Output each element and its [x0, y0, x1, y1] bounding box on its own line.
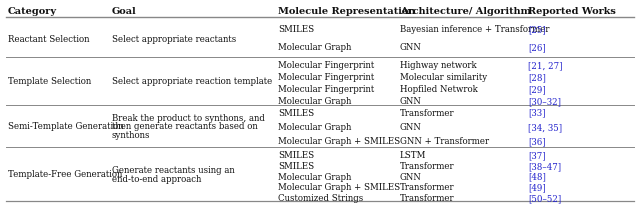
Text: GNN: GNN	[400, 122, 422, 131]
Text: Semi-Template Generation: Semi-Template Generation	[8, 122, 124, 131]
Text: [21, 27]: [21, 27]	[528, 61, 563, 70]
Text: Molecular Graph: Molecular Graph	[278, 43, 352, 52]
Text: SMILES: SMILES	[278, 150, 314, 159]
Text: SMILES: SMILES	[278, 25, 314, 34]
Text: GNN: GNN	[400, 96, 422, 105]
Text: [34, 35]: [34, 35]	[528, 122, 562, 131]
Text: Select appropriate reactants: Select appropriate reactants	[112, 35, 236, 44]
Text: [30–32]: [30–32]	[528, 96, 561, 105]
Text: Reported Works: Reported Works	[528, 7, 616, 16]
Text: then generate reactants based on: then generate reactants based on	[112, 122, 258, 131]
Text: Molecular similarity: Molecular similarity	[400, 73, 487, 82]
Text: Category: Category	[8, 7, 57, 16]
Text: Molecular Graph: Molecular Graph	[278, 122, 352, 131]
Text: Molecular Graph + SMILES: Molecular Graph + SMILES	[278, 183, 401, 191]
Text: Select appropriate reaction template: Select appropriate reaction template	[112, 77, 272, 86]
Text: [50–52]: [50–52]	[528, 193, 561, 202]
Text: Molecule Representation: Molecule Representation	[278, 7, 416, 16]
Text: [38–47]: [38–47]	[528, 161, 561, 170]
Text: [48]: [48]	[528, 172, 546, 181]
Text: Molecular Fingerprint: Molecular Fingerprint	[278, 84, 374, 93]
Text: [26]: [26]	[528, 43, 546, 52]
Text: Generate reactants using an: Generate reactants using an	[112, 165, 235, 174]
Text: [25]: [25]	[528, 25, 546, 34]
Text: [29]: [29]	[528, 84, 546, 93]
Text: [28]: [28]	[528, 73, 546, 82]
Text: Hopfiled Netwrok: Hopfiled Netwrok	[400, 84, 478, 93]
Text: GNN + Transformer: GNN + Transformer	[400, 136, 489, 145]
Text: Molecular Graph + SMILES: Molecular Graph + SMILES	[278, 136, 401, 145]
Text: end-to-end approach: end-to-end approach	[112, 174, 202, 183]
Text: SMILES: SMILES	[278, 108, 314, 117]
Text: Template-Free Generation: Template-Free Generation	[8, 170, 122, 179]
Text: Transformer: Transformer	[400, 108, 454, 117]
Text: Customized Strings: Customized Strings	[278, 193, 364, 202]
Text: Goal: Goal	[112, 7, 137, 16]
Text: Template Selection: Template Selection	[8, 77, 91, 86]
Text: SMILES: SMILES	[278, 161, 314, 170]
Text: Reactant Selection: Reactant Selection	[8, 35, 89, 44]
Text: [37]: [37]	[528, 150, 546, 159]
Text: Bayesian inference + Transformer: Bayesian inference + Transformer	[400, 25, 550, 34]
Text: Break the product to synthons, and: Break the product to synthons, and	[112, 113, 265, 122]
Text: Molecular Graph: Molecular Graph	[278, 96, 352, 105]
Text: Molecular Graph: Molecular Graph	[278, 172, 352, 181]
Text: Highway network: Highway network	[400, 61, 477, 70]
Text: [49]: [49]	[528, 183, 546, 191]
Text: Architecture/ Algorithm: Architecture/ Algorithm	[400, 7, 531, 16]
Text: [33]: [33]	[528, 108, 545, 117]
Text: synthons: synthons	[112, 130, 150, 139]
Text: Molecular Fingerprint: Molecular Fingerprint	[278, 73, 374, 82]
Text: GNN: GNN	[400, 43, 422, 52]
Text: Transformer: Transformer	[400, 193, 454, 202]
Text: Transformer: Transformer	[400, 183, 454, 191]
Text: Transformer: Transformer	[400, 161, 454, 170]
Text: LSTM: LSTM	[400, 150, 426, 159]
Text: GNN: GNN	[400, 172, 422, 181]
Text: Molecular Fingerprint: Molecular Fingerprint	[278, 61, 374, 70]
Text: [36]: [36]	[528, 136, 546, 145]
